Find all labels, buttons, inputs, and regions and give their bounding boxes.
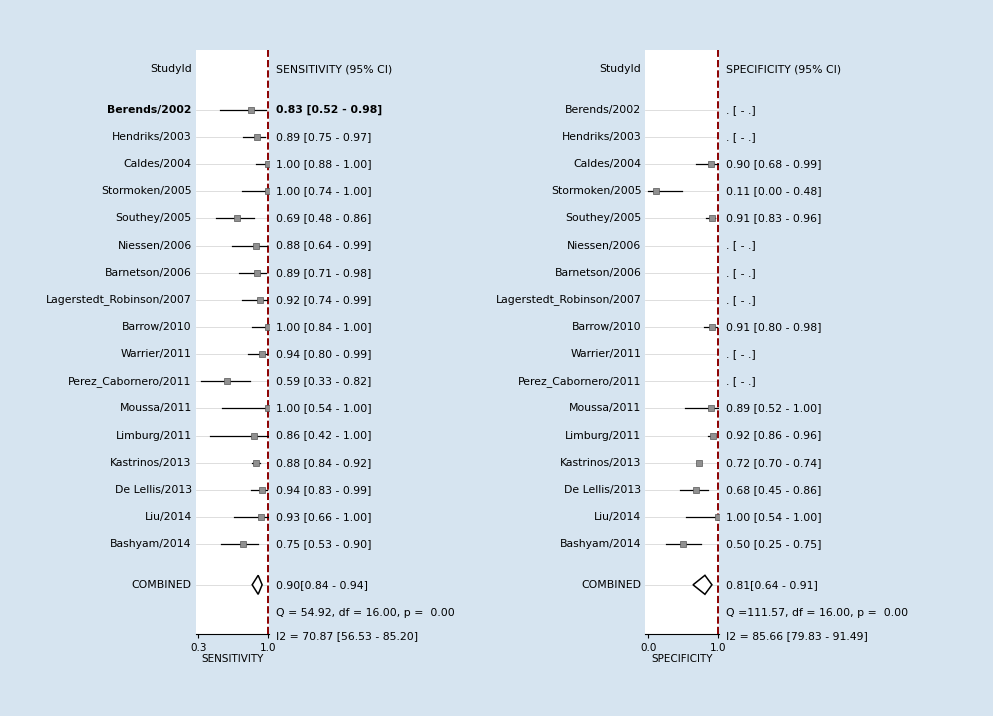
Text: SENSITIVITY (95% CI): SENSITIVITY (95% CI) — [276, 64, 392, 74]
Text: 0.88 [0.84 - 0.92]: 0.88 [0.84 - 0.92] — [276, 458, 371, 468]
Text: Caldes/2004: Caldes/2004 — [124, 159, 192, 169]
Text: 0.86 [0.42 - 1.00]: 0.86 [0.42 - 1.00] — [276, 430, 371, 440]
Text: StudyId: StudyId — [600, 64, 641, 74]
Text: Perez_Cabornero/2011: Perez_Cabornero/2011 — [518, 376, 641, 387]
Text: Barrow/2010: Barrow/2010 — [572, 322, 641, 332]
Text: 0.91 [0.80 - 0.98]: 0.91 [0.80 - 0.98] — [726, 322, 821, 332]
Text: I2 = 85.66 [79.83 - 91.49]: I2 = 85.66 [79.83 - 91.49] — [726, 632, 868, 642]
Text: Berends/2002: Berends/2002 — [565, 105, 641, 115]
Text: SPECIFICITY (95% CI): SPECIFICITY (95% CI) — [726, 64, 841, 74]
Text: Q = 54.92, df = 16.00, p =  0.00: Q = 54.92, df = 16.00, p = 0.00 — [276, 609, 455, 619]
Text: Perez_Cabornero/2011: Perez_Cabornero/2011 — [69, 376, 192, 387]
Text: 0.69 [0.48 - 0.86]: 0.69 [0.48 - 0.86] — [276, 213, 371, 223]
Text: Niessen/2006: Niessen/2006 — [117, 241, 192, 251]
Text: Berends/2002: Berends/2002 — [107, 105, 192, 115]
Text: 0.83 [0.52 - 0.98]: 0.83 [0.52 - 0.98] — [276, 105, 382, 115]
Text: 0.72 [0.70 - 0.74]: 0.72 [0.70 - 0.74] — [726, 458, 821, 468]
Text: 0.94 [0.80 - 0.99]: 0.94 [0.80 - 0.99] — [276, 349, 371, 359]
Text: COMBINED: COMBINED — [132, 580, 192, 590]
Text: Southey/2005: Southey/2005 — [565, 213, 641, 223]
Text: 1.00 [0.74 - 1.00]: 1.00 [0.74 - 1.00] — [276, 186, 371, 196]
Text: Warrier/2011: Warrier/2011 — [571, 349, 641, 359]
Text: 0.93 [0.66 - 1.00]: 0.93 [0.66 - 1.00] — [276, 512, 371, 522]
Text: 0.94 [0.83 - 0.99]: 0.94 [0.83 - 0.99] — [276, 485, 371, 495]
Text: 0.59 [0.33 - 0.82]: 0.59 [0.33 - 0.82] — [276, 376, 371, 386]
Text: 0.92 [0.86 - 0.96]: 0.92 [0.86 - 0.96] — [726, 430, 821, 440]
Text: 0.11 [0.00 - 0.48]: 0.11 [0.00 - 0.48] — [726, 186, 821, 196]
X-axis label: SENSITIVITY: SENSITIVITY — [202, 654, 263, 664]
Text: Moussa/2011: Moussa/2011 — [119, 403, 192, 413]
Text: 0.89 [0.75 - 0.97]: 0.89 [0.75 - 0.97] — [276, 132, 371, 142]
Text: Moussa/2011: Moussa/2011 — [569, 403, 641, 413]
Text: Barrow/2010: Barrow/2010 — [122, 322, 192, 332]
Text: 0.89 [0.52 - 1.00]: 0.89 [0.52 - 1.00] — [726, 403, 821, 413]
Text: Bashyam/2014: Bashyam/2014 — [560, 539, 641, 549]
Text: 0.81[0.64 - 0.91]: 0.81[0.64 - 0.91] — [726, 580, 818, 590]
Text: I2 = 70.87 [56.53 - 85.20]: I2 = 70.87 [56.53 - 85.20] — [276, 632, 418, 642]
Text: Lagerstedt_Robinson/2007: Lagerstedt_Robinson/2007 — [46, 294, 192, 305]
Text: 0.92 [0.74 - 0.99]: 0.92 [0.74 - 0.99] — [276, 295, 371, 305]
Text: Barnetson/2006: Barnetson/2006 — [555, 268, 641, 278]
Text: Barnetson/2006: Barnetson/2006 — [105, 268, 192, 278]
Text: Kastrinos/2013: Kastrinos/2013 — [560, 458, 641, 468]
Text: COMBINED: COMBINED — [582, 580, 641, 590]
Text: . [ - .]: . [ - .] — [726, 241, 756, 251]
Text: Stormoken/2005: Stormoken/2005 — [551, 186, 641, 196]
Text: Hendriks/2003: Hendriks/2003 — [112, 132, 192, 142]
Text: 1.00 [0.88 - 1.00]: 1.00 [0.88 - 1.00] — [276, 159, 371, 169]
Text: Southey/2005: Southey/2005 — [115, 213, 192, 223]
Text: 0.91 [0.83 - 0.96]: 0.91 [0.83 - 0.96] — [726, 213, 821, 223]
Text: 1.00 [0.84 - 1.00]: 1.00 [0.84 - 1.00] — [276, 322, 371, 332]
Text: 0.90[0.84 - 0.94]: 0.90[0.84 - 0.94] — [276, 580, 368, 590]
Text: Limburg/2011: Limburg/2011 — [115, 430, 192, 440]
Text: Liu/2014: Liu/2014 — [594, 512, 641, 522]
Text: Niessen/2006: Niessen/2006 — [567, 241, 641, 251]
Text: Q =111.57, df = 16.00, p =  0.00: Q =111.57, df = 16.00, p = 0.00 — [726, 609, 908, 619]
Text: 0.75 [0.53 - 0.90]: 0.75 [0.53 - 0.90] — [276, 539, 371, 549]
Text: De Lellis/2013: De Lellis/2013 — [564, 485, 641, 495]
X-axis label: SPECIFICITY: SPECIFICITY — [651, 654, 713, 664]
Text: 1.00 [0.54 - 1.00]: 1.00 [0.54 - 1.00] — [726, 512, 821, 522]
Text: Liu/2014: Liu/2014 — [144, 512, 192, 522]
Polygon shape — [252, 576, 262, 594]
Text: 1.00 [0.54 - 1.00]: 1.00 [0.54 - 1.00] — [276, 403, 371, 413]
Text: . [ - .]: . [ - .] — [726, 132, 756, 142]
Text: Warrier/2011: Warrier/2011 — [121, 349, 192, 359]
Text: 0.88 [0.64 - 0.99]: 0.88 [0.64 - 0.99] — [276, 241, 371, 251]
Text: Kastrinos/2013: Kastrinos/2013 — [110, 458, 192, 468]
Text: . [ - .]: . [ - .] — [726, 349, 756, 359]
Polygon shape — [693, 576, 712, 594]
Text: Hendriks/2003: Hendriks/2003 — [562, 132, 641, 142]
Text: Caldes/2004: Caldes/2004 — [574, 159, 641, 169]
Text: 0.89 [0.71 - 0.98]: 0.89 [0.71 - 0.98] — [276, 268, 371, 278]
Text: 0.50 [0.25 - 0.75]: 0.50 [0.25 - 0.75] — [726, 539, 821, 549]
Text: Limburg/2011: Limburg/2011 — [565, 430, 641, 440]
Text: Lagerstedt_Robinson/2007: Lagerstedt_Robinson/2007 — [496, 294, 641, 305]
Text: 0.68 [0.45 - 0.86]: 0.68 [0.45 - 0.86] — [726, 485, 821, 495]
Text: . [ - .]: . [ - .] — [726, 295, 756, 305]
Text: . [ - .]: . [ - .] — [726, 268, 756, 278]
Text: 0.90 [0.68 - 0.99]: 0.90 [0.68 - 0.99] — [726, 159, 821, 169]
Text: . [ - .]: . [ - .] — [726, 105, 756, 115]
Text: . [ - .]: . [ - .] — [726, 376, 756, 386]
Text: StudyId: StudyId — [150, 64, 192, 74]
Text: Bashyam/2014: Bashyam/2014 — [110, 539, 192, 549]
Text: De Lellis/2013: De Lellis/2013 — [114, 485, 192, 495]
Text: Stormoken/2005: Stormoken/2005 — [101, 186, 192, 196]
